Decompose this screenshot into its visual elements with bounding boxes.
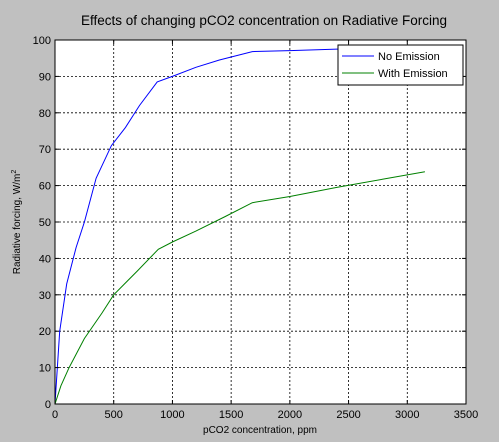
- legend-box: [337, 44, 464, 86]
- y-tick-label: 80: [39, 108, 51, 120]
- y-tick-label: 90: [39, 71, 51, 83]
- y-tick-label: 0: [45, 399, 51, 411]
- x-tick-label: 2000: [278, 409, 302, 421]
- x-tick-label: 2500: [336, 409, 360, 421]
- legend-entries: No Emission With Emission: [342, 51, 448, 80]
- y-tick-label: 50: [39, 217, 51, 229]
- legend: No Emission With Emission: [337, 44, 464, 86]
- y-tick-label: 60: [39, 181, 51, 193]
- x-tick-label: 1500: [219, 409, 243, 421]
- x-tick-labels: 0 500 1000 1500 2000 2500 3000 3500: [52, 409, 478, 421]
- axis-ticks: [54, 39, 467, 405]
- series-line-1: [54, 46, 425, 405]
- y-tick-label: 10: [39, 363, 51, 375]
- grid-lines: [55, 40, 466, 404]
- y-tick-label: 70: [39, 144, 51, 156]
- x-tick-label: 1000: [160, 409, 184, 421]
- y-tick-label: 30: [39, 290, 51, 302]
- y-axis-label-text: Radiative forcing, W/m: [12, 174, 23, 275]
- x-tick-label: 3000: [395, 409, 419, 421]
- legend-label-2: With Emission: [378, 68, 448, 80]
- y-axis-label-superscript: 2: [11, 170, 18, 174]
- x-tick-label: 500: [105, 409, 123, 421]
- x-tick-label: 3500: [454, 409, 478, 421]
- x-tick-label: 0: [52, 409, 58, 421]
- series-line-2: [54, 171, 425, 405]
- y-tick-labels: 0 10 20 30 40 50 60 70 80 90 100: [33, 35, 51, 411]
- y-tick-label: 20: [39, 326, 51, 338]
- y-axis-label: Radiative forcing, W/m2: [11, 170, 23, 275]
- y-tick-label: 40: [39, 253, 51, 265]
- series-lines: [54, 46, 425, 405]
- legend-label-1: No Emission: [378, 51, 440, 63]
- x-axis-label: pCO2 concentration, ppm: [203, 425, 317, 436]
- chart-title: Effects of changing pCO2 concentration o…: [81, 13, 447, 28]
- y-tick-label: 100: [33, 35, 51, 47]
